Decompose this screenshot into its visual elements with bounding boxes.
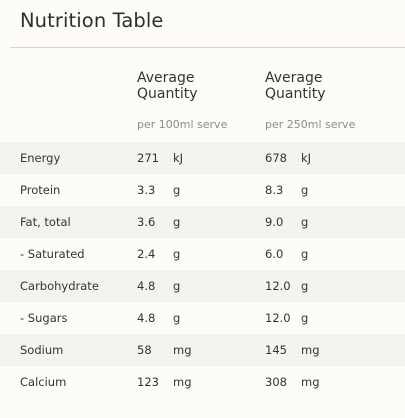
unit-per-250ml: g [301,183,309,197]
unit-per-250ml: g [301,247,309,261]
value-per-250ml: 308 [265,375,287,389]
value-per-250ml: 6.0 [265,247,284,261]
table-row: Calcium 123 mg 308 mg [0,366,405,398]
unit-per-100ml: g [173,215,181,229]
unit-per-100ml: mg [173,343,192,357]
unit-per-250ml: mg [301,343,320,357]
title-divider [10,47,405,48]
value-per-100ml: 3.3 [137,183,156,197]
unit-per-100ml: kJ [173,151,184,165]
nutrient-name: Energy [20,151,61,165]
nutrient-name: Fat, total [20,215,71,229]
value-per-100ml: 4.8 [137,279,156,293]
serving-size-100ml: per 100ml serve [137,118,228,131]
value-per-100ml: 2.4 [137,247,156,261]
unit-per-250ml: g [301,279,309,293]
unit-per-100ml: mg [173,375,192,389]
unit-per-250ml: g [301,311,309,325]
column-header-line: Average [137,70,195,86]
value-per-100ml: 4.8 [137,311,156,325]
value-per-250ml: 8.3 [265,183,284,197]
nutrient-name: Calcium [20,375,67,389]
table-row: Sodium 58 mg 145 mg [0,334,405,366]
unit-per-250ml: mg [301,375,320,389]
unit-per-100ml: g [173,279,181,293]
column-header-line: Quantity [265,86,326,102]
nutrition-table: Energy 271 kJ 678 kJ Protein 3.3 g 8.3 g… [0,142,405,398]
table-row: - Sugars 4.8 g 12.0 g [0,302,405,334]
nutrient-name: Sodium [20,343,64,357]
unit-per-100ml: g [173,311,181,325]
nutrient-name: Protein [20,183,61,197]
table-row: Energy 271 kJ 678 kJ [0,142,405,174]
value-per-250ml: 12.0 [265,279,291,293]
value-per-250ml: 12.0 [265,311,291,325]
unit-per-250ml: kJ [301,151,312,165]
value-per-100ml: 3.6 [137,215,156,229]
page-title: Nutrition Table [20,9,164,32]
table-row: Protein 3.3 g 8.3 g [0,174,405,206]
nutrient-name: - Sugars [20,311,68,325]
value-per-250ml: 678 [265,151,287,165]
unit-per-100ml: g [173,247,181,261]
column-header-line: Quantity [137,86,198,102]
nutrient-name: Carbohydrate [20,279,99,293]
column-header-per-250ml: Average Quantity [265,70,326,102]
column-header-per-100ml: Average Quantity [137,70,198,102]
table-row: Fat, total 3.6 g 9.0 g [0,206,405,238]
value-per-100ml: 123 [137,375,159,389]
value-per-100ml: 271 [137,151,159,165]
unit-per-250ml: g [301,215,309,229]
serving-size-250ml: per 250ml serve [265,118,356,131]
table-row: - Saturated 2.4 g 6.0 g [0,238,405,270]
nutrient-name: - Saturated [20,247,85,261]
table-row: Carbohydrate 4.8 g 12.0 g [0,270,405,302]
unit-per-100ml: g [173,183,181,197]
value-per-250ml: 145 [265,343,287,357]
value-per-100ml: 58 [137,343,152,357]
value-per-250ml: 9.0 [265,215,284,229]
column-header-line: Average [265,70,323,86]
